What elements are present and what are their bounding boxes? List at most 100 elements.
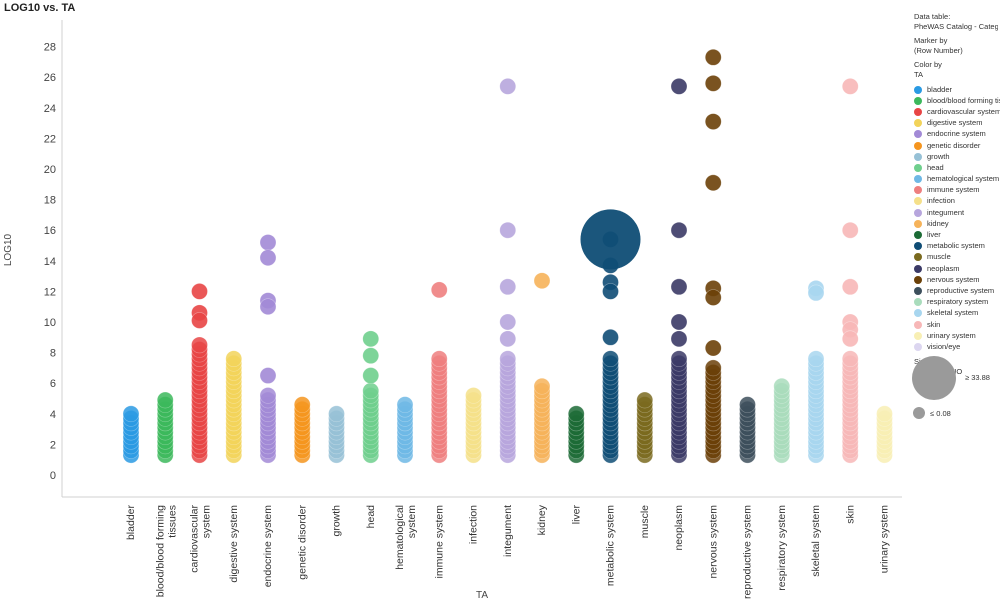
series-reproductive-system[interactable]	[739, 396, 756, 464]
data-point[interactable]	[362, 330, 380, 348]
data-point[interactable]	[191, 312, 208, 329]
series-growth[interactable]	[328, 405, 345, 464]
data-point[interactable]	[602, 350, 619, 368]
data-point[interactable]	[670, 78, 688, 95]
data-point[interactable]	[122, 405, 140, 423]
data-point[interactable]	[225, 350, 243, 368]
data-point[interactable]	[602, 283, 619, 300]
data-point[interactable]	[841, 78, 859, 95]
data-point[interactable]	[602, 328, 619, 346]
data-point[interactable]	[807, 350, 825, 368]
data-point[interactable]	[396, 396, 414, 413]
data-point[interactable]	[841, 278, 859, 296]
legend-data-table-value[interactable]: PheWAS Catalog - Categori	[914, 22, 998, 31]
legend-marker-by-value[interactable]: (Row Number)	[914, 46, 963, 55]
data-point[interactable]	[499, 278, 517, 296]
data-point[interactable]	[499, 350, 517, 368]
legend-item[interactable]: nervous system	[914, 274, 998, 285]
data-point[interactable]	[259, 249, 277, 267]
series-kidney[interactable]	[533, 272, 551, 464]
data-point-large[interactable]	[580, 209, 641, 270]
data-point[interactable]	[499, 330, 517, 348]
data-point[interactable]	[704, 113, 722, 130]
legend-item[interactable]: endocrine system	[914, 129, 998, 140]
data-point[interactable]	[259, 387, 277, 404]
series-digestive-system[interactable]	[225, 350, 243, 464]
data-point[interactable]	[465, 387, 482, 404]
series-liver[interactable]	[567, 405, 585, 464]
series-respiratory-system[interactable]	[773, 377, 791, 464]
legend-item[interactable]: reproductive system	[914, 285, 998, 296]
series-nervous-system[interactable]	[704, 49, 722, 464]
data-point[interactable]	[636, 391, 654, 409]
legend-item[interactable]: liver	[914, 229, 998, 240]
legend-item[interactable]: genetic disorder	[914, 140, 998, 151]
data-point[interactable]	[156, 391, 174, 409]
data-point[interactable]	[191, 336, 208, 354]
legend-item[interactable]: bladder	[914, 84, 998, 95]
data-point[interactable]	[841, 350, 859, 368]
data-point[interactable]	[533, 377, 551, 395]
legend-item[interactable]: integument	[914, 207, 998, 218]
data-points[interactable]	[122, 49, 905, 464]
data-point[interactable]	[362, 382, 380, 400]
data-point[interactable]	[670, 313, 688, 331]
legend-item[interactable]: blood/blood forming tissues	[914, 95, 1000, 106]
data-point[interactable]	[499, 313, 517, 331]
legend-item[interactable]: respiratory system	[914, 297, 998, 308]
legend-item[interactable]: head	[914, 162, 998, 173]
series-hematological-system[interactable]	[396, 396, 414, 464]
data-point[interactable]	[362, 367, 380, 384]
legend-item[interactable]: skin	[914, 319, 998, 330]
data-point[interactable]	[670, 350, 688, 368]
series-urinary-system[interactable]	[876, 405, 893, 464]
data-point[interactable]	[670, 330, 688, 348]
series-skeletal-system[interactable]	[807, 280, 825, 464]
data-point[interactable]	[533, 272, 551, 289]
data-point[interactable]	[773, 377, 791, 395]
legend-item[interactable]: metabolic system	[914, 241, 998, 252]
data-point[interactable]	[670, 278, 688, 296]
legend-item[interactable]: vision/eye	[914, 341, 998, 352]
data-point[interactable]	[704, 339, 722, 357]
data-point[interactable]	[670, 221, 688, 239]
data-point[interactable]	[259, 367, 277, 384]
data-point[interactable]	[841, 330, 859, 348]
series-skin[interactable]	[841, 78, 859, 464]
legend-item[interactable]: skeletal system	[914, 308, 998, 319]
series-integument[interactable]	[499, 78, 517, 464]
data-point[interactable]	[704, 289, 722, 306]
data-point[interactable]	[259, 234, 277, 251]
series-head[interactable]	[362, 330, 380, 464]
series-infection[interactable]	[465, 387, 482, 464]
legend-item[interactable]: neoplasm	[914, 263, 998, 274]
legend-item[interactable]: muscle	[914, 252, 998, 263]
legend-color-by-value[interactable]: TA	[914, 70, 924, 79]
legend-item[interactable]: kidney	[914, 218, 998, 229]
series-immune-system[interactable]	[430, 281, 448, 464]
data-point[interactable]	[704, 75, 722, 92]
data-point[interactable]	[499, 221, 517, 239]
legend-item[interactable]: immune system	[914, 185, 998, 196]
series-metabolic-system[interactable]	[580, 209, 641, 464]
data-point[interactable]	[841, 221, 859, 239]
series-blood-blood-forming-tissues[interactable]	[156, 391, 174, 464]
data-point[interactable]	[704, 49, 722, 66]
data-point[interactable]	[567, 405, 585, 423]
data-point[interactable]	[191, 283, 208, 300]
legend-item[interactable]: growth	[914, 151, 998, 162]
legend-item[interactable]: infection	[914, 196, 998, 207]
legend-item[interactable]: digestive system	[914, 118, 998, 129]
data-point[interactable]	[259, 298, 277, 316]
data-point[interactable]	[807, 284, 825, 302]
data-point[interactable]	[293, 396, 311, 413]
series-genetic-disorder[interactable]	[293, 396, 311, 464]
legend-item[interactable]: cardiovascular system	[914, 106, 1000, 117]
series-endocrine-system[interactable]	[259, 234, 277, 464]
data-point[interactable]	[704, 359, 722, 377]
data-point[interactable]	[739, 396, 756, 413]
data-point[interactable]	[876, 405, 893, 423]
series-bladder[interactable]	[122, 405, 140, 464]
data-point[interactable]	[328, 405, 345, 423]
